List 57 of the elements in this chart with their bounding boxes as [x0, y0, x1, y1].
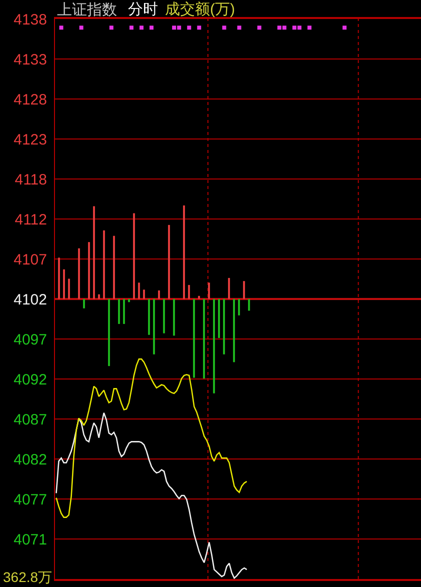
bar: [108, 299, 110, 366]
y-tick-label: 4077: [14, 491, 47, 508]
bar: [63, 269, 65, 299]
y-tick-label: 4118: [14, 171, 47, 188]
bar: [213, 299, 215, 394]
bar: [123, 299, 125, 324]
y-tick-label: 4082: [14, 451, 47, 468]
bar: [188, 284, 190, 299]
bar: [238, 299, 240, 316]
bar: [243, 281, 246, 299]
bar: [78, 248, 80, 299]
y-tick-label: 4102: [14, 291, 47, 308]
bar: [198, 296, 200, 299]
bar: [83, 299, 85, 308]
bar: [143, 290, 145, 299]
y-tick-label: 4128: [14, 91, 47, 108]
bar: [218, 299, 220, 338]
chart-subtitle: 分时: [128, 1, 158, 18]
bar: [93, 206, 95, 299]
line-series: [56, 358, 248, 518]
bar: [168, 224, 170, 299]
text: 362.8万: [3, 569, 52, 585]
bar: [228, 278, 230, 299]
bar: [138, 282, 140, 299]
y-tick-label: 4087: [14, 411, 47, 428]
bar: [193, 299, 195, 378]
bar: [133, 213, 135, 299]
chart-title: 上证指数: [57, 1, 117, 18]
y-tick-label: 4123: [14, 131, 47, 148]
bar: [153, 299, 155, 354]
bar: [128, 299, 130, 302]
y-tick-label: 4092: [14, 371, 47, 388]
bar: [148, 299, 150, 335]
bar: [58, 258, 60, 299]
bar: [98, 294, 100, 299]
text: 成交额(万): [165, 1, 235, 18]
y-tick-label: 4107: [14, 251, 47, 268]
bar: [118, 299, 120, 324]
bar: [103, 230, 105, 299]
bar: [158, 290, 160, 299]
y-tick-label: 4133: [14, 51, 47, 68]
bar: [208, 282, 210, 299]
bar: [88, 242, 90, 299]
y-tick-label: 4112: [14, 211, 47, 228]
bar: [173, 299, 175, 336]
line-series: [56, 412, 248, 579]
bar: [203, 299, 205, 379]
y-tick-label: 4138: [14, 11, 47, 28]
bar: [183, 205, 185, 299]
bar: [233, 299, 235, 362]
bar: [248, 299, 250, 311]
bar: [68, 278, 70, 299]
y-tick-label: 4071: [14, 531, 47, 548]
bar: [113, 236, 115, 299]
y-tick-label: 4097: [14, 331, 47, 348]
bar: [163, 299, 165, 334]
bar: [223, 299, 225, 354]
